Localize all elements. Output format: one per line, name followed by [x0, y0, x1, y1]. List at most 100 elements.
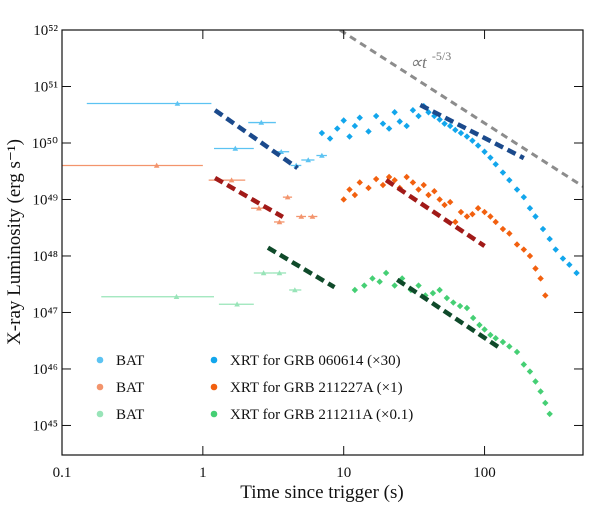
point [520, 246, 528, 253]
point [499, 338, 507, 346]
point [326, 135, 334, 142]
point [260, 270, 267, 276]
point [319, 152, 325, 158]
point [376, 278, 383, 285]
guide-exponent: -5/3 [432, 49, 451, 63]
point [436, 116, 443, 123]
point [174, 100, 181, 106]
legend-label: XRT for GRB 211227A (×1) [230, 380, 403, 396]
point [258, 119, 265, 125]
point [429, 289, 437, 297]
fit-line [384, 178, 486, 248]
legend-marker [96, 383, 104, 391]
point [463, 304, 471, 312]
point [487, 154, 494, 161]
point [463, 213, 471, 220]
y-tick-label: 10⁵¹ [33, 79, 58, 95]
y-tick-label: 10⁵² [33, 23, 58, 39]
point [276, 270, 283, 276]
point [452, 126, 459, 134]
point [391, 109, 398, 116]
point [559, 255, 567, 262]
point [396, 118, 403, 125]
point [446, 122, 454, 130]
point [546, 235, 553, 243]
point [403, 173, 410, 181]
x-tick-label: 0.1 [53, 465, 72, 481]
point [278, 148, 285, 154]
point [499, 225, 507, 233]
point [513, 241, 521, 248]
point [385, 125, 393, 132]
y-tick-label: 10⁵⁰ [32, 136, 58, 152]
point [456, 302, 464, 310]
fit-line [419, 103, 525, 161]
x-tick-label: 1 [199, 465, 207, 481]
point [415, 112, 422, 120]
point [298, 213, 305, 219]
point [520, 193, 528, 201]
point [340, 196, 347, 203]
point [173, 293, 180, 299]
point [309, 213, 316, 219]
point [292, 287, 298, 293]
point [431, 188, 438, 195]
point [409, 179, 417, 186]
point [542, 399, 549, 407]
point [499, 169, 507, 176]
point [284, 194, 291, 200]
point [537, 388, 544, 395]
point [546, 410, 553, 418]
point [446, 198, 454, 206]
point [346, 133, 353, 140]
legend-marker [96, 410, 104, 418]
point [382, 269, 390, 277]
point [228, 177, 235, 183]
point [481, 148, 488, 155]
x-axis-label: Time since trigger (s) [240, 482, 403, 503]
x-tick-label: 10 [336, 465, 351, 481]
point [513, 186, 521, 193]
point [443, 294, 451, 302]
point [351, 191, 359, 199]
point [403, 122, 410, 130]
y-tick-label: 10⁴⁹ [33, 192, 58, 208]
fit-line [266, 245, 336, 290]
x-tick-label: 100 [473, 465, 496, 481]
point [276, 219, 283, 225]
point [552, 246, 559, 253]
point [420, 181, 427, 189]
point [234, 301, 240, 307]
point [573, 269, 580, 277]
point [409, 107, 417, 114]
point [526, 205, 534, 212]
point [487, 213, 494, 220]
legend-label: BAT [116, 353, 144, 369]
fit-line [396, 277, 502, 351]
point [450, 299, 457, 306]
guide-label: ∝t [410, 53, 428, 72]
y-tick-label: 10⁴⁵ [33, 418, 58, 434]
point [391, 176, 398, 184]
legend-marker [210, 383, 218, 391]
point [391, 282, 398, 289]
point [346, 186, 353, 193]
point [351, 286, 359, 294]
point [539, 225, 547, 233]
point [305, 157, 312, 163]
point [492, 218, 499, 226]
legend-label: BAT [116, 380, 144, 396]
point [365, 128, 372, 135]
point [526, 252, 534, 260]
plot-frame [61, 29, 584, 456]
point [469, 210, 476, 218]
point [351, 122, 359, 130]
guide-line [339, 30, 583, 188]
point [457, 129, 465, 137]
point [356, 114, 363, 121]
point [457, 208, 465, 216]
point [506, 176, 513, 184]
point [369, 275, 376, 282]
legend-label: XRT for GRB 060614 (×30) [230, 353, 401, 369]
point [532, 378, 539, 385]
